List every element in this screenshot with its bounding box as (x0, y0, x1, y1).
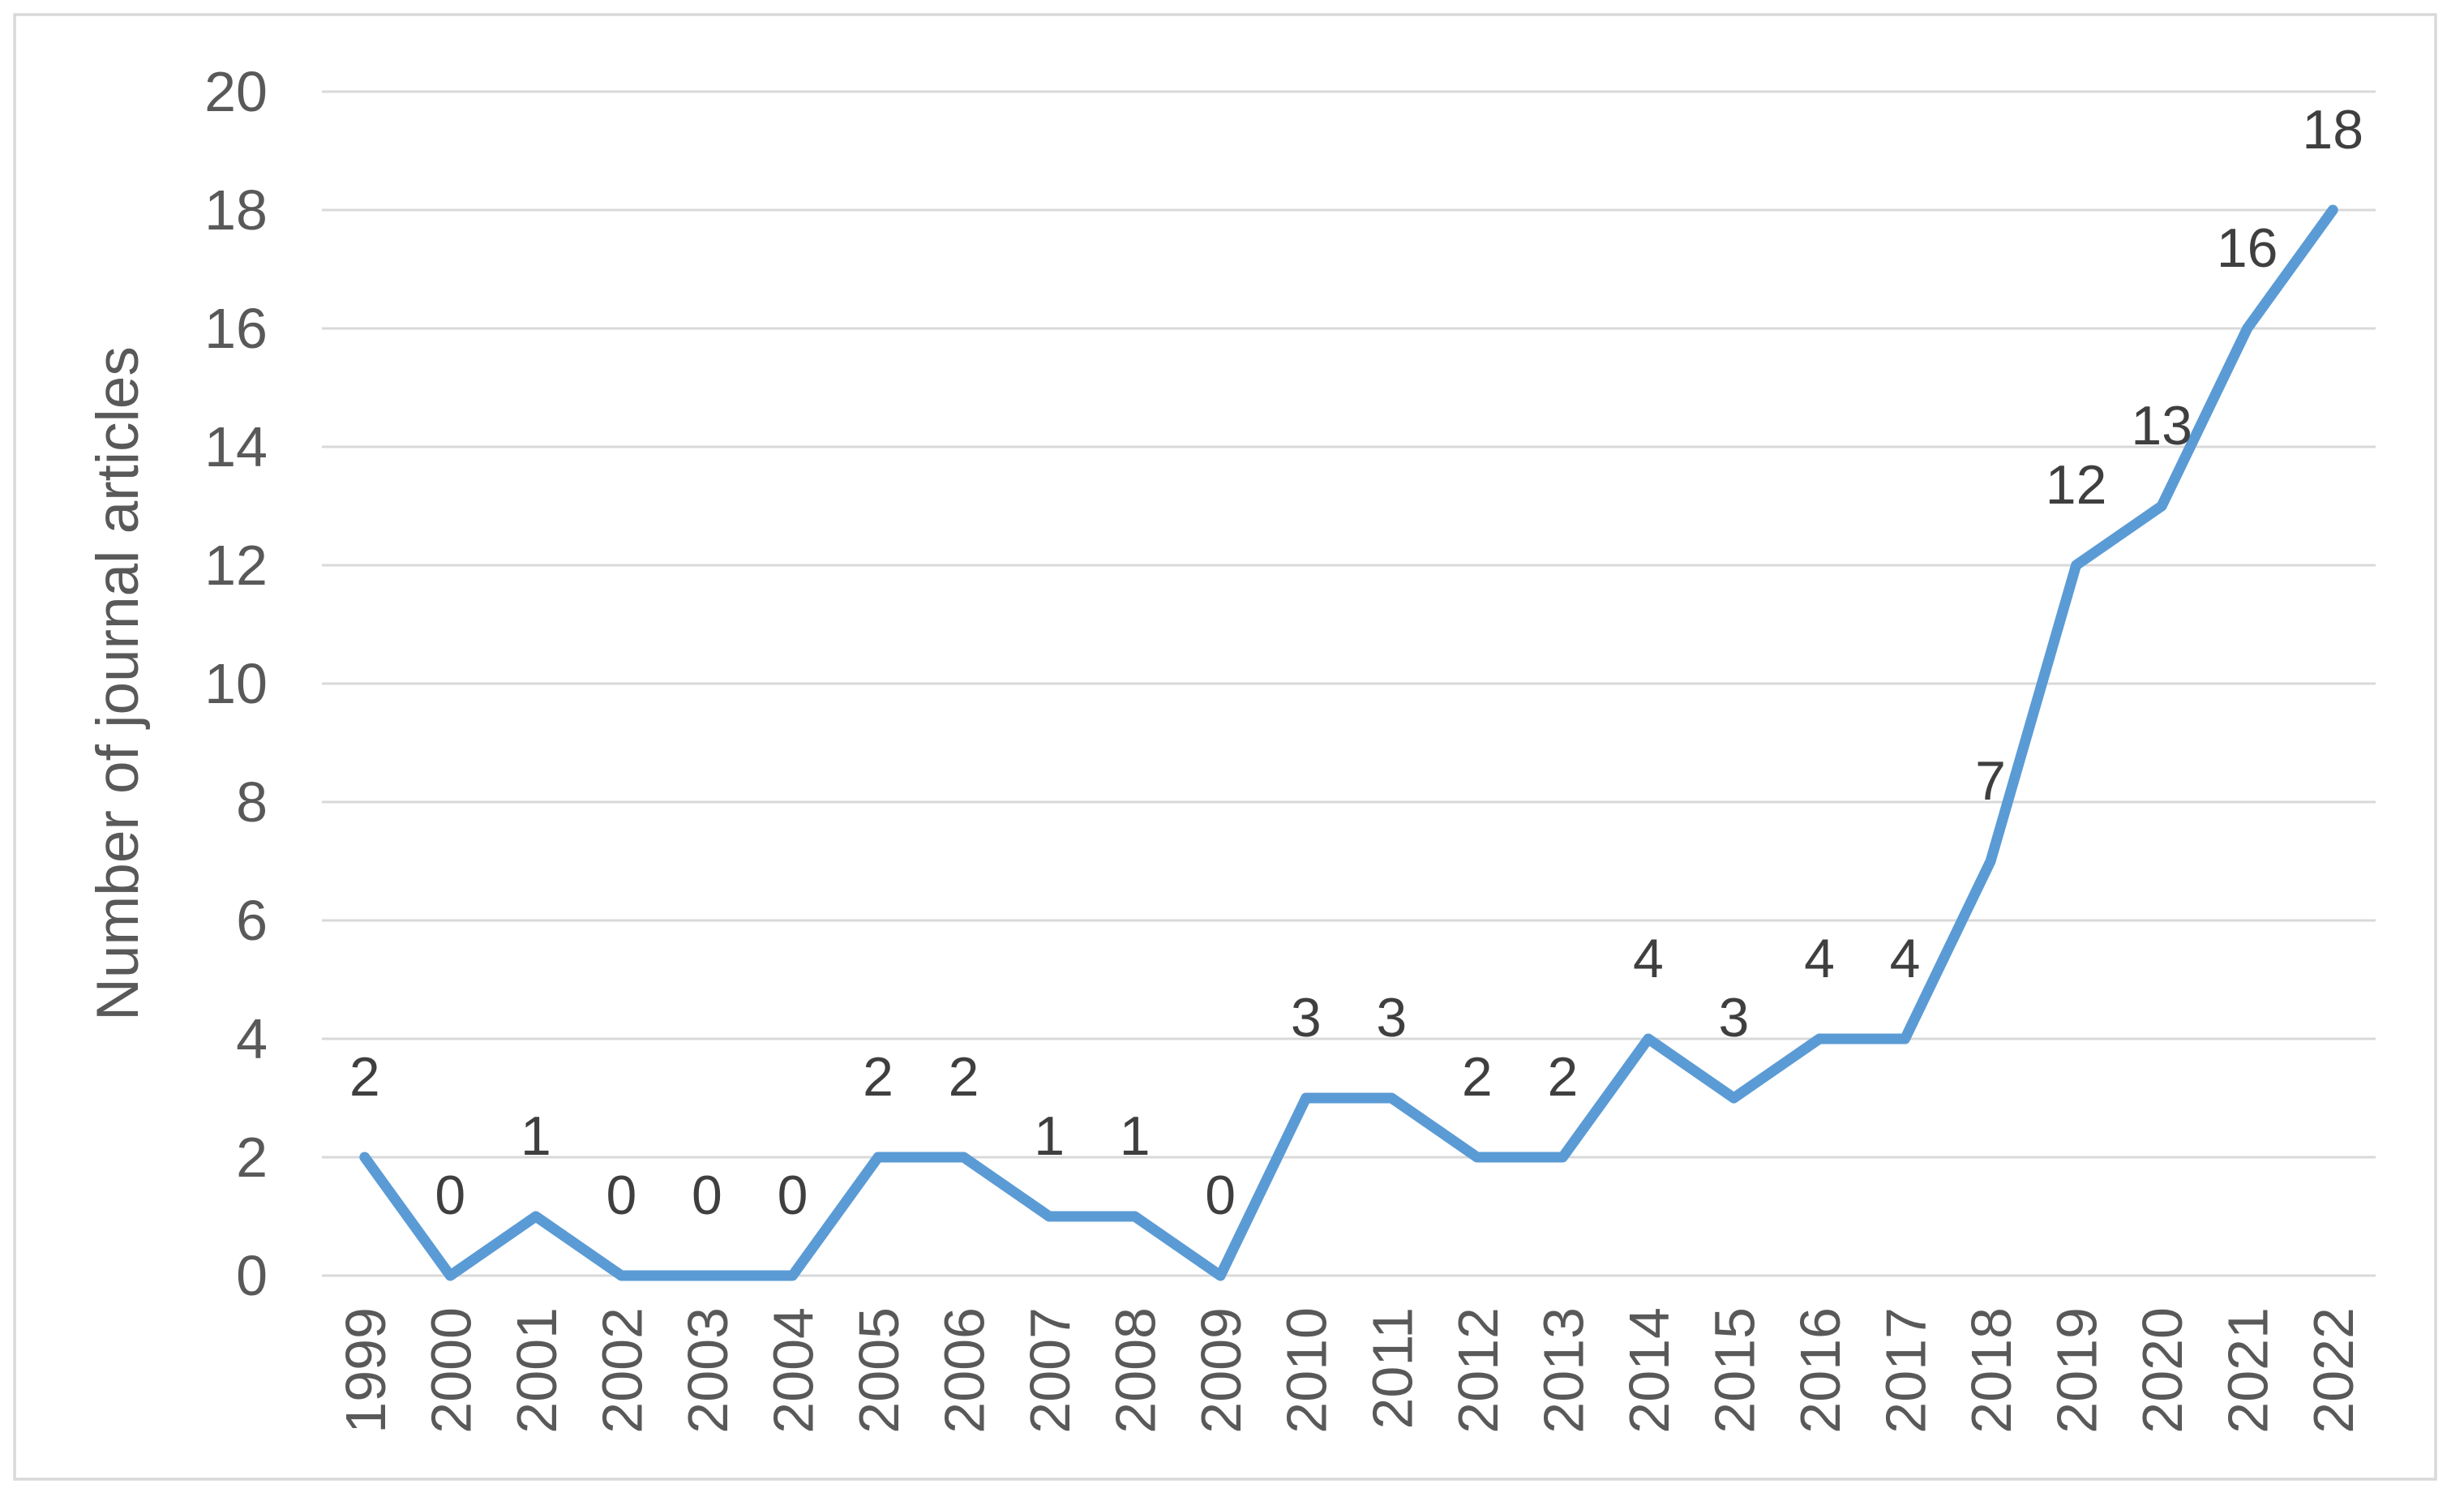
data-label: 2 (949, 1046, 979, 1108)
data-label: 3 (1719, 987, 1750, 1049)
x-tick-label: 2000 (419, 1307, 482, 1434)
x-tick-label: 2022 (2302, 1307, 2365, 1434)
x-tick-label: 2009 (1189, 1307, 1253, 1434)
gridlines (322, 90, 2376, 1277)
y-tick-label: 6 (236, 889, 268, 952)
x-tick-label: 1999 (334, 1307, 397, 1434)
x-tick-label: 2006 (933, 1307, 996, 1434)
data-label: 12 (2046, 454, 2107, 516)
x-tick-label: 2008 (1104, 1307, 1168, 1434)
data-label: 1 (521, 1105, 551, 1167)
data-label: 18 (2302, 99, 2363, 161)
y-tick-label: 0 (236, 1244, 268, 1307)
data-label: 3 (1376, 987, 1407, 1049)
y-tick-label: 16 (204, 297, 268, 360)
x-tick-label: 2007 (1018, 1307, 1082, 1434)
data-label: 16 (2217, 217, 2278, 279)
y-tick-label: 2 (236, 1126, 268, 1189)
x-tick-label: 2010 (1275, 1307, 1339, 1434)
data-label: 1 (1120, 1105, 1151, 1167)
data-label: 0 (606, 1165, 636, 1226)
x-tick-label: 2002 (590, 1307, 653, 1434)
data-label: 2 (863, 1046, 893, 1108)
y-tick-label: 8 (236, 770, 268, 834)
x-tick-label: 2013 (1532, 1307, 1595, 1434)
x-tick-label: 2019 (2046, 1307, 2109, 1434)
y-tick-label: 20 (204, 60, 268, 123)
data-label: 0 (692, 1165, 722, 1226)
x-tick-label: 2001 (505, 1307, 568, 1434)
series-line (359, 204, 2338, 1281)
data-label: 13 (2131, 395, 2192, 457)
x-tick-label: 2014 (1618, 1307, 1681, 1434)
data-label: 0 (435, 1165, 465, 1226)
y-tick-label: 18 (204, 178, 268, 242)
x-tick-label: 2021 (2217, 1307, 2280, 1434)
y-tick-label: 14 (204, 415, 268, 478)
data-label: 4 (1633, 928, 1664, 989)
data-label: 2 (1547, 1046, 1578, 1108)
chart-border (13, 13, 2437, 1481)
x-tick-label: 2016 (1789, 1307, 1852, 1434)
x-tick-label: 2004 (761, 1307, 825, 1434)
data-label: 4 (1804, 928, 1835, 989)
x-tick-label: 2020 (2131, 1307, 2194, 1434)
data-label: 1 (1034, 1105, 1065, 1167)
x-tick-label: 2005 (847, 1307, 911, 1434)
y-tick-label: 12 (204, 534, 268, 597)
x-tick-label: 2003 (676, 1307, 739, 1434)
data-label: 7 (1975, 750, 2006, 812)
y-tick-label: 10 (204, 652, 268, 715)
data-label: 0 (778, 1165, 808, 1226)
data-label: 2 (1462, 1046, 1493, 1108)
y-axis-tick-labels: 0 2 4 6 8 10 12 14 16 18 20 (204, 60, 268, 1307)
data-label: 4 (1890, 928, 1921, 989)
data-label: 3 (1291, 987, 1322, 1049)
x-axis-tick-labels: 1999 2000 2001 2002 2003 2004 2005 2006 2007 2008… (334, 1307, 2365, 1434)
x-tick-label: 2018 (1960, 1307, 2023, 1434)
y-tick-label: 4 (236, 1007, 268, 1070)
x-tick-label: 2011 (1361, 1307, 1424, 1430)
data-label: 2 (349, 1046, 380, 1108)
y-axis-title: Number of journal articles (85, 346, 151, 1021)
x-tick-label: 2017 (1875, 1307, 1938, 1434)
x-tick-label: 2015 (1703, 1307, 1766, 1434)
data-label: 0 (1205, 1165, 1236, 1226)
x-tick-label: 2012 (1446, 1307, 1510, 1434)
